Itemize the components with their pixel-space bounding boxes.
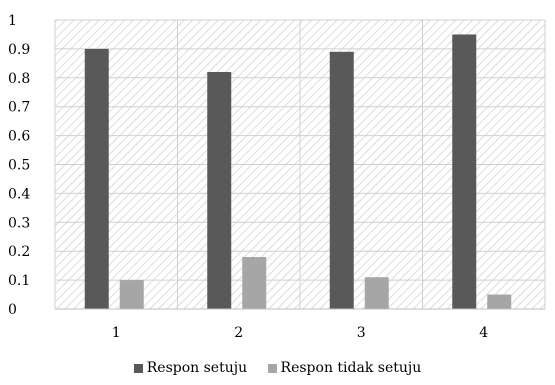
x-tick-label: 4: [479, 325, 488, 341]
y-tick-label: 0: [8, 302, 17, 318]
y-tick-label: 0.1: [8, 273, 30, 289]
legend-label-respon-tidak-setuju: Respon tidak setuju: [280, 360, 422, 376]
bar-respon-setuju-2: [207, 72, 232, 310]
x-tick-label: 2: [234, 325, 243, 341]
y-tick-label: 0.6: [8, 129, 30, 145]
bar-respon-tidak-setuju-2: [242, 256, 267, 309]
x-tick-label: 3: [357, 325, 366, 341]
legend-swatch-respon-tidak-setuju: [267, 363, 277, 373]
bar-respon-tidak-setuju-1: [119, 280, 144, 309]
x-tick-label: 1: [112, 325, 121, 341]
y-tick-label: 0.4: [8, 186, 30, 202]
legend: Respon setuju Respon tidak setuju: [0, 360, 555, 377]
legend-item-respon-setuju: Respon setuju: [133, 360, 248, 376]
y-tick-label: 0.9: [8, 42, 30, 58]
bar-respon-tidak-setuju-3: [364, 277, 389, 309]
bar-respon-setuju-1: [84, 48, 109, 310]
bar-respon-setuju-4: [452, 34, 477, 309]
legend-swatch-respon-setuju: [133, 363, 143, 373]
y-tick-label: 0.5: [8, 158, 30, 174]
y-tick-label: 0.2: [8, 244, 30, 260]
y-tick-label: 0.8: [8, 71, 30, 87]
legend-item-respon-tidak-setuju: Respon tidak setuju: [267, 360, 422, 376]
y-tick-label: 1: [8, 13, 17, 29]
bar-respon-tidak-setuju-4: [487, 294, 512, 309]
y-tick-label: 0.7: [8, 100, 30, 116]
bar-respon-setuju-3: [329, 51, 354, 309]
y-tick-label: 0.3: [8, 215, 30, 231]
legend-label-respon-setuju: Respon setuju: [146, 360, 248, 376]
